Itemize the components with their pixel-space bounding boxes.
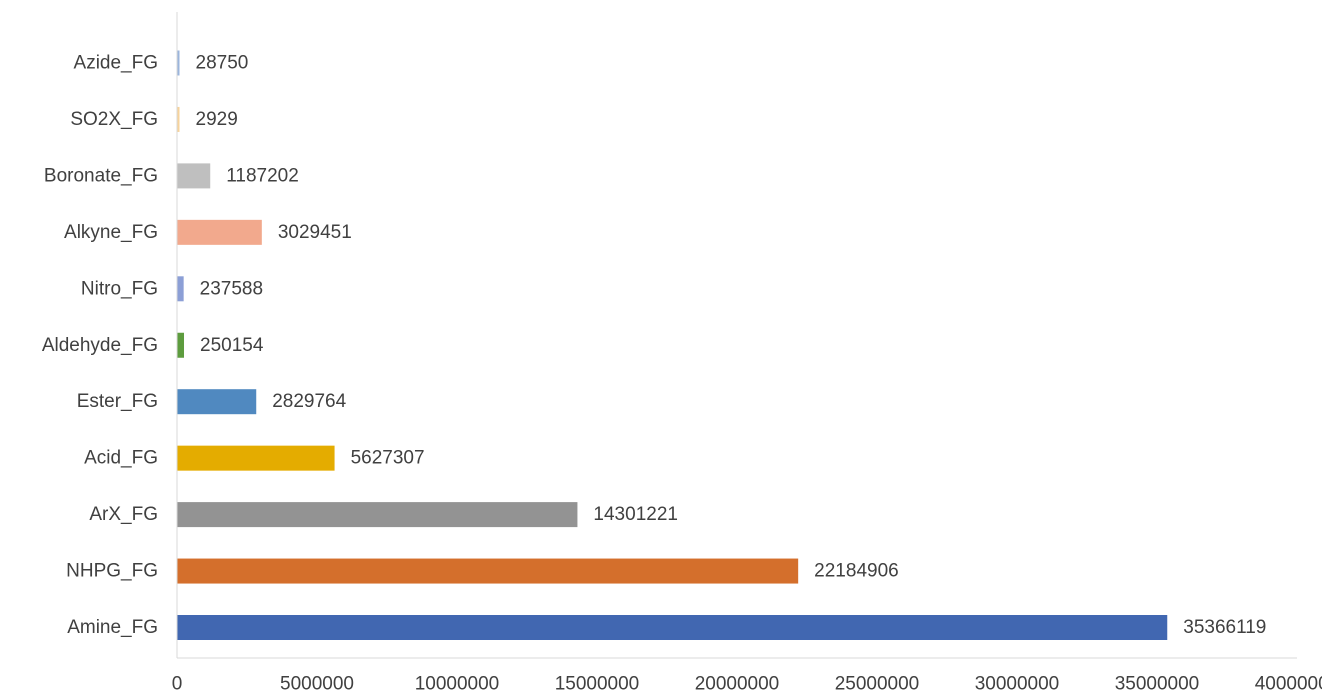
- category-label: Azide_FG: [74, 53, 158, 74]
- category-label: Acid_FG: [84, 448, 158, 469]
- category-label: Alkyne_FG: [64, 222, 158, 243]
- data-label: 237588: [200, 278, 263, 299]
- data-label: 1187202: [226, 165, 299, 186]
- x-tick-label: 10000000: [415, 674, 500, 695]
- data-label: 5627307: [351, 448, 425, 469]
- category-label: SO2X_FG: [70, 109, 158, 130]
- bar-aldehyde-fg: [177, 332, 185, 358]
- category-labels: Amine_FG NHPG_FG ArX_FG Acid_FG Ester_FG Alde…: [42, 53, 158, 639]
- category-label: NHPG_FG: [66, 561, 158, 582]
- data-label: 2829764: [272, 391, 346, 412]
- bar-alkyne-fg: [177, 219, 262, 245]
- category-label: Aldehyde_FG: [42, 335, 158, 356]
- category-label: ArX_FG: [89, 504, 158, 525]
- data-label: 14301221: [593, 504, 678, 525]
- bar-arx-fg: [177, 502, 578, 528]
- data-label: 28750: [196, 53, 249, 74]
- bar-acid-fg: [177, 445, 335, 471]
- category-label: Ester_FG: [77, 391, 158, 412]
- x-tick-label: 25000000: [835, 674, 920, 695]
- x-tick-label: 15000000: [555, 674, 640, 695]
- data-label: 2929: [196, 109, 238, 130]
- x-tick-labels: 0 5000000 10000000 15000000 20000000 25000000…: [172, 674, 1322, 695]
- x-tick-label: 35000000: [1115, 674, 1200, 695]
- bar-so2x-fg: [177, 106, 180, 132]
- bar-boronate-fg: [177, 163, 211, 189]
- category-label: Boronate_FG: [44, 165, 158, 186]
- bar-nitro-fg: [177, 276, 184, 302]
- data-label: 35366119: [1183, 617, 1266, 638]
- x-tick-label: 30000000: [975, 674, 1060, 695]
- x-tick-label: 0: [172, 674, 183, 695]
- x-tick-label: 40000000: [1255, 674, 1322, 695]
- category-label: Nitro_FG: [81, 278, 158, 299]
- bar-ester-fg: [177, 389, 257, 415]
- bar-nhpg-fg: [177, 558, 799, 584]
- x-tick-label: 5000000: [280, 674, 354, 695]
- data-label: 22184906: [814, 561, 899, 582]
- category-label: Amine_FG: [67, 617, 158, 638]
- bar-azide-fg: [177, 50, 180, 76]
- data-label: 3029451: [278, 222, 352, 243]
- value-labels: 35366119 22184906 14301221 5627307 2829764 25…: [196, 53, 1267, 639]
- data-label: 250154: [200, 335, 264, 356]
- axes: [176, 12, 1297, 659]
- bars: [177, 50, 1168, 640]
- bar-amine-fg: [177, 615, 1168, 640]
- x-tick-label: 20000000: [695, 674, 780, 695]
